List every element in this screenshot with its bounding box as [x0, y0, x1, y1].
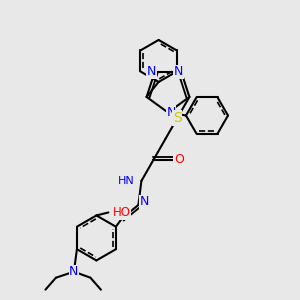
Text: N: N: [166, 106, 176, 119]
Text: H: H: [115, 208, 123, 218]
Text: N: N: [173, 65, 183, 78]
Text: HN: HN: [118, 176, 135, 186]
Text: N: N: [147, 65, 157, 78]
Text: N: N: [69, 265, 79, 278]
Text: HO: HO: [113, 206, 131, 219]
Text: S: S: [173, 111, 182, 125]
Text: O: O: [174, 154, 184, 166]
Text: N: N: [140, 196, 149, 208]
